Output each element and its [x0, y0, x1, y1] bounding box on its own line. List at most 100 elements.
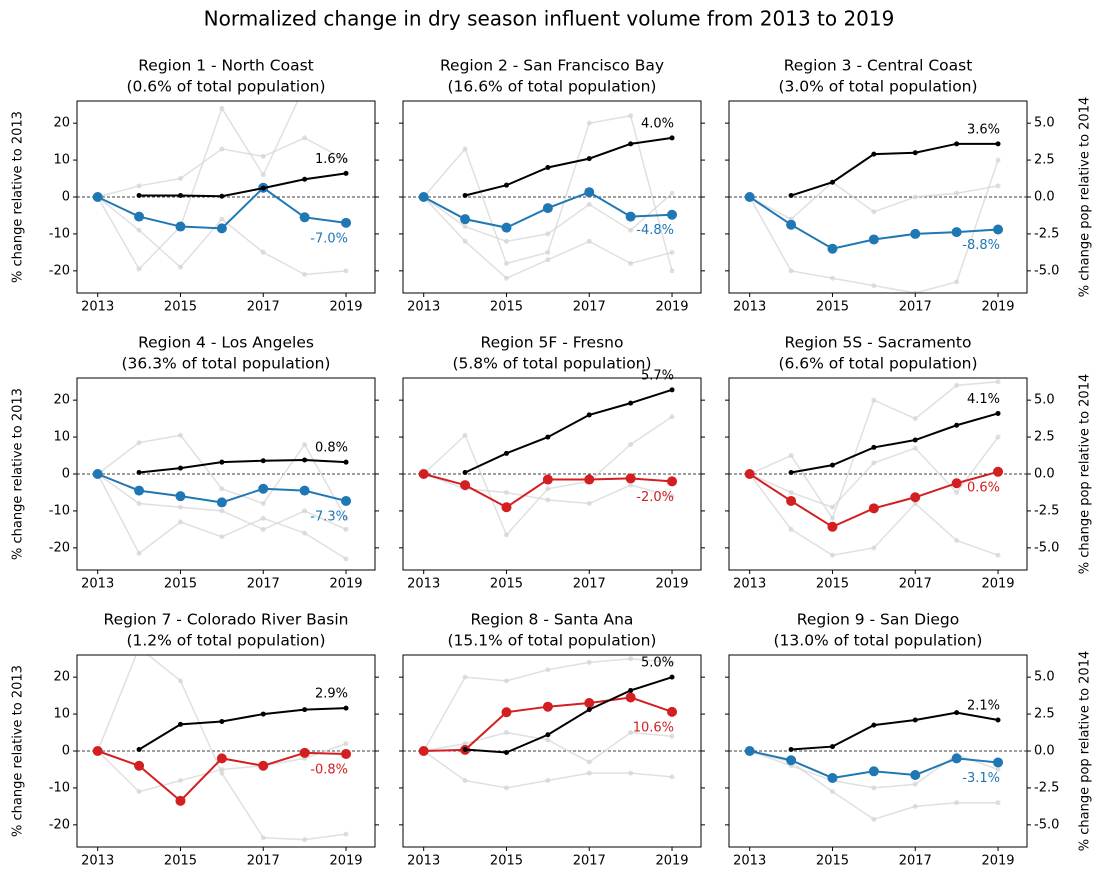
point	[628, 656, 634, 662]
point	[788, 470, 794, 476]
point	[871, 545, 877, 551]
y-tick-label: -10	[49, 780, 70, 795]
point	[669, 190, 675, 196]
point	[260, 711, 266, 717]
point	[260, 185, 266, 191]
y2-tick-label: 0.0	[1034, 190, 1055, 205]
point	[669, 659, 675, 665]
point	[667, 476, 678, 487]
point	[462, 146, 468, 152]
point	[299, 485, 310, 496]
frame	[76, 377, 376, 571]
point	[995, 434, 1001, 440]
point	[995, 800, 1001, 806]
point	[219, 216, 225, 222]
point	[177, 432, 183, 438]
point	[586, 770, 592, 776]
point	[788, 489, 794, 495]
point	[503, 749, 509, 755]
point	[136, 183, 142, 189]
y-tick-label: 20	[53, 670, 70, 685]
point	[219, 486, 225, 492]
point	[912, 781, 918, 787]
point	[216, 753, 227, 764]
point	[542, 701, 553, 712]
point	[177, 519, 183, 525]
point	[260, 153, 266, 159]
x-tick-label: 2017	[899, 854, 932, 869]
point	[951, 227, 962, 238]
point	[341, 217, 352, 228]
point	[586, 759, 592, 765]
point	[302, 508, 308, 514]
point	[954, 489, 960, 495]
y-axis-label: % change relative to 2013	[11, 388, 26, 560]
value-label: 1.6%	[315, 152, 348, 167]
point	[995, 379, 1001, 385]
point	[460, 480, 471, 491]
point	[462, 224, 468, 230]
point	[995, 157, 1001, 163]
x-tick-label: 2015	[816, 854, 849, 869]
point	[545, 667, 551, 673]
value-label: -4.8%	[636, 223, 674, 238]
x-tick-label: 2019	[655, 854, 688, 869]
point	[216, 223, 227, 234]
point	[545, 231, 551, 237]
point	[586, 120, 592, 126]
point	[827, 521, 838, 532]
point	[586, 201, 592, 207]
panel-subtitle: (6.6% of total population)	[778, 355, 977, 373]
value-label: 2.9%	[315, 687, 348, 702]
panel: Region 3 - Central Coast (3.0% of total p…	[725, 57, 1093, 315]
point	[669, 249, 675, 255]
panel-subtitle: (5.8% of total population)	[452, 355, 651, 373]
point	[136, 550, 142, 556]
point	[258, 760, 269, 771]
point	[175, 221, 186, 232]
point	[462, 674, 468, 680]
y2-axis-label: % change pop relative to 2014	[1078, 651, 1093, 851]
y2-axis-label: % change pop relative to 2014	[1078, 97, 1093, 297]
point	[995, 717, 1001, 723]
x-tick-label: 2017	[899, 300, 932, 315]
point	[584, 698, 595, 708]
point	[545, 164, 551, 170]
point	[219, 534, 225, 540]
point	[788, 268, 794, 274]
plot-area	[77, 101, 375, 278]
point	[418, 192, 429, 202]
point	[134, 211, 145, 222]
y2-tick-label: -5.0	[1034, 817, 1059, 832]
point	[219, 105, 225, 111]
point	[993, 224, 1004, 235]
value-label: -7.0%	[310, 231, 348, 246]
y2-tick-label: -5.0	[1034, 540, 1059, 555]
y-tick-label: 10	[53, 430, 70, 445]
point	[786, 755, 797, 766]
point	[460, 214, 471, 225]
point	[177, 465, 183, 471]
x-tick-label: 2013	[407, 854, 440, 869]
value-label: 5.7%	[641, 368, 674, 383]
frame	[402, 377, 702, 571]
point	[136, 789, 142, 795]
value-label: 4.0%	[641, 116, 674, 131]
frame	[76, 100, 376, 294]
point	[503, 785, 509, 791]
y-tick-label: -20	[49, 263, 70, 278]
y2-tick-label: 5.0	[1034, 393, 1055, 408]
point	[134, 760, 145, 771]
point	[910, 492, 921, 503]
point	[829, 515, 835, 521]
point	[302, 837, 308, 843]
point	[954, 422, 960, 428]
point	[503, 182, 509, 188]
point	[343, 157, 349, 163]
series-line	[791, 711, 999, 751]
y-axis-label: % change relative to 2013	[11, 665, 26, 837]
point	[260, 172, 266, 178]
y2-tick-label: -2.5	[1034, 780, 1059, 795]
point	[177, 778, 183, 784]
point	[669, 733, 675, 739]
